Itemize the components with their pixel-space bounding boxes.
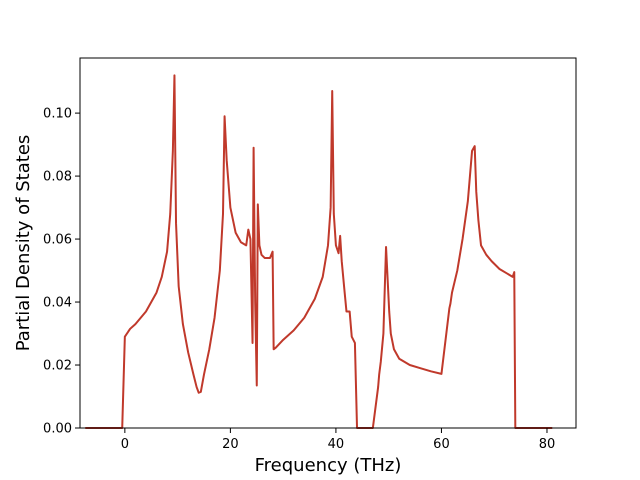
y-tick-label: 0.08 — [43, 170, 72, 185]
y-axis-label: Partial Density of States — [13, 135, 34, 352]
x-axis-ticks: 0 20 40 60 80 — [121, 428, 556, 452]
x-tick-label: 20 — [222, 437, 239, 452]
x-tick-label: 40 — [328, 437, 345, 452]
y-tick-label: 0.00 — [43, 422, 72, 437]
y-tick-label: 0.10 — [43, 107, 72, 122]
plot-layer — [85, 74, 553, 429]
axes-frame — [79, 57, 577, 429]
x-tick-label: 80 — [539, 437, 556, 452]
y-tick-label: 0.06 — [43, 233, 72, 248]
x-tick-label: 60 — [433, 437, 450, 452]
x-axis-label: Frequency (THz) — [255, 455, 402, 476]
series-line-0 — [85, 74, 553, 429]
y-axis-ticks: 0.00 0.02 0.04 0.06 0.08 0.10 — [43, 107, 80, 437]
x-tick-label: 0 — [121, 437, 129, 452]
y-tick-label: 0.04 — [43, 296, 72, 311]
y-tick-label: 0.02 — [43, 359, 72, 374]
